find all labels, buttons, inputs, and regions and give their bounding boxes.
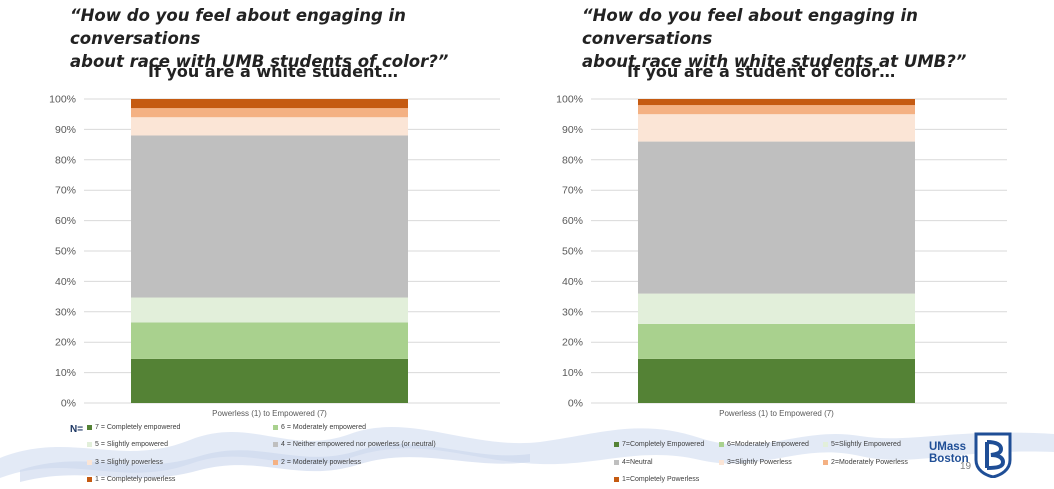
legend-swatch bbox=[823, 460, 828, 465]
y-tick-label: 40% bbox=[55, 276, 76, 288]
logo-shield-icon bbox=[974, 432, 1012, 478]
bar-segment bbox=[638, 293, 915, 324]
left-stacked-bar-chart: 0% 10% 20% 30% 40% 50% 60% 70% 80% 90% 100% Powerle… bbox=[49, 94, 500, 418]
wave-shape bbox=[0, 427, 1054, 478]
legend-swatch bbox=[87, 477, 92, 482]
y-tick-label: 90% bbox=[562, 124, 583, 136]
y-tick-label: 30% bbox=[55, 306, 76, 318]
page-number: 19 bbox=[960, 461, 972, 472]
legend-swatch bbox=[614, 442, 619, 447]
legend-swatch bbox=[614, 477, 619, 482]
legend-swatch bbox=[823, 442, 828, 447]
legend-item: 5 = Slightly empowered bbox=[87, 441, 168, 448]
y-tick-label: 70% bbox=[55, 185, 76, 197]
y-tick-label: 20% bbox=[55, 337, 76, 349]
logo-text-umass: UMass bbox=[929, 441, 967, 453]
bar-segment bbox=[638, 141, 915, 294]
logo-text-boston: Boston bbox=[929, 453, 969, 465]
y-tick-label: 90% bbox=[55, 124, 76, 136]
bar-segment bbox=[638, 323, 915, 359]
y-tick-label: 50% bbox=[55, 246, 76, 258]
legend-label: 3 = Slightly powerless bbox=[95, 459, 163, 466]
y-tick-label: 50% bbox=[562, 246, 583, 258]
y-tick-label: 60% bbox=[55, 215, 76, 227]
legend-label: 1=Completely Powerless bbox=[622, 476, 700, 483]
x-axis-label: Powerless (1) to Empowered (7) bbox=[719, 409, 834, 418]
left-chart-subtitle: If you are a white student… bbox=[148, 62, 398, 81]
legend-swatch bbox=[719, 460, 724, 465]
legend-label: 7 = Completely empowered bbox=[95, 424, 181, 431]
bar-segment bbox=[131, 117, 408, 136]
y-tick-label: 0% bbox=[568, 398, 583, 410]
legend-label: 2=Moderately Powerless bbox=[831, 459, 908, 466]
legend-swatch bbox=[614, 460, 619, 465]
y-tick-label: 10% bbox=[55, 367, 76, 379]
legend-label: 2 = Moderately powerless bbox=[281, 459, 361, 466]
bar-segment bbox=[131, 297, 408, 323]
legend-swatch bbox=[87, 460, 92, 465]
legend-swatch bbox=[719, 442, 724, 447]
right-stacked-bar-chart: 0% 10% 20% 30% 40% 50% 60% 70% 80% 90% 100% Powerle… bbox=[556, 94, 1007, 418]
bar-segment bbox=[131, 99, 408, 109]
y-tick-label: 30% bbox=[562, 306, 583, 318]
y-tick-label: 80% bbox=[55, 154, 76, 166]
y-tick-label: 20% bbox=[562, 337, 583, 349]
legend-swatch bbox=[273, 442, 278, 447]
legend-label: 3=Slightly Powerless bbox=[727, 459, 792, 466]
y-tick-label: 0% bbox=[61, 398, 76, 410]
legend-label: 6 = Moderately empowered bbox=[281, 424, 367, 431]
n-label: N= bbox=[70, 424, 84, 435]
bar-segment bbox=[131, 108, 408, 118]
left-question-title: “How do you feel about engaging in conve… bbox=[70, 6, 449, 71]
y-tick-label: 100% bbox=[49, 94, 76, 106]
bar-segment bbox=[638, 105, 915, 115]
right-chart-subtitle: If you are a student of color… bbox=[627, 62, 896, 81]
right-question-title: “How do you feel about engaging in conve… bbox=[582, 6, 967, 71]
legend-label: 1 = Completely powerless bbox=[95, 476, 176, 483]
y-tick-label: 60% bbox=[562, 215, 583, 227]
legend-item: 2 = Moderately powerless bbox=[273, 459, 361, 466]
y-tick-label: 80% bbox=[562, 154, 583, 166]
bar-segment bbox=[131, 322, 408, 359]
legend-swatch bbox=[87, 442, 92, 447]
legend-swatch bbox=[273, 425, 278, 430]
y-tick-label: 10% bbox=[562, 367, 583, 379]
legend-item: 1 = Completely powerless bbox=[87, 476, 175, 483]
legend-label: 7=Completely Empowered bbox=[622, 441, 705, 448]
legend-item: 4=Neutral bbox=[614, 459, 653, 466]
legend-label: 5 = Slightly empowered bbox=[95, 441, 168, 448]
legend-swatch bbox=[87, 425, 92, 430]
legend-item: 7=Completely Empowered bbox=[614, 441, 704, 448]
x-axis-label: Powerless (1) to Empowered (7) bbox=[212, 409, 327, 418]
bar-segment bbox=[131, 358, 408, 403]
bar-segment bbox=[131, 135, 408, 298]
bar-segment bbox=[638, 358, 915, 403]
bar-segment bbox=[638, 114, 915, 142]
legend-item: 3=Slightly Powerless bbox=[719, 459, 792, 466]
legend-swatch bbox=[273, 460, 278, 465]
legend-item: 1=Completely Powerless bbox=[614, 476, 699, 483]
legend-label: 4 = Neither empowered nor powerless (or … bbox=[281, 441, 436, 448]
legend-label: 6=Moderately Empowered bbox=[727, 441, 809, 448]
legend-item: 7 = Completely empowered bbox=[87, 424, 180, 431]
legend-label: 5=Slightly Empowered bbox=[831, 441, 901, 448]
y-tick-label: 100% bbox=[556, 94, 583, 106]
legend-item: 4 = Neither empowered nor powerless (or … bbox=[273, 441, 436, 448]
legend-item: 3 = Slightly powerless bbox=[87, 459, 163, 466]
legend-label: 4=Neutral bbox=[622, 459, 653, 466]
y-tick-label: 40% bbox=[562, 276, 583, 288]
bar-segment bbox=[638, 99, 915, 106]
legend-item: 6=Moderately Empowered bbox=[719, 441, 809, 448]
legend-item: 5=Slightly Empowered bbox=[823, 441, 901, 448]
umass-boston-logo: UMass Boston bbox=[925, 432, 1015, 482]
y-tick-label: 70% bbox=[562, 185, 583, 197]
legend-item: 2=Moderately Powerless bbox=[823, 459, 908, 466]
legend-item: 6 = Moderately empowered bbox=[273, 424, 366, 431]
